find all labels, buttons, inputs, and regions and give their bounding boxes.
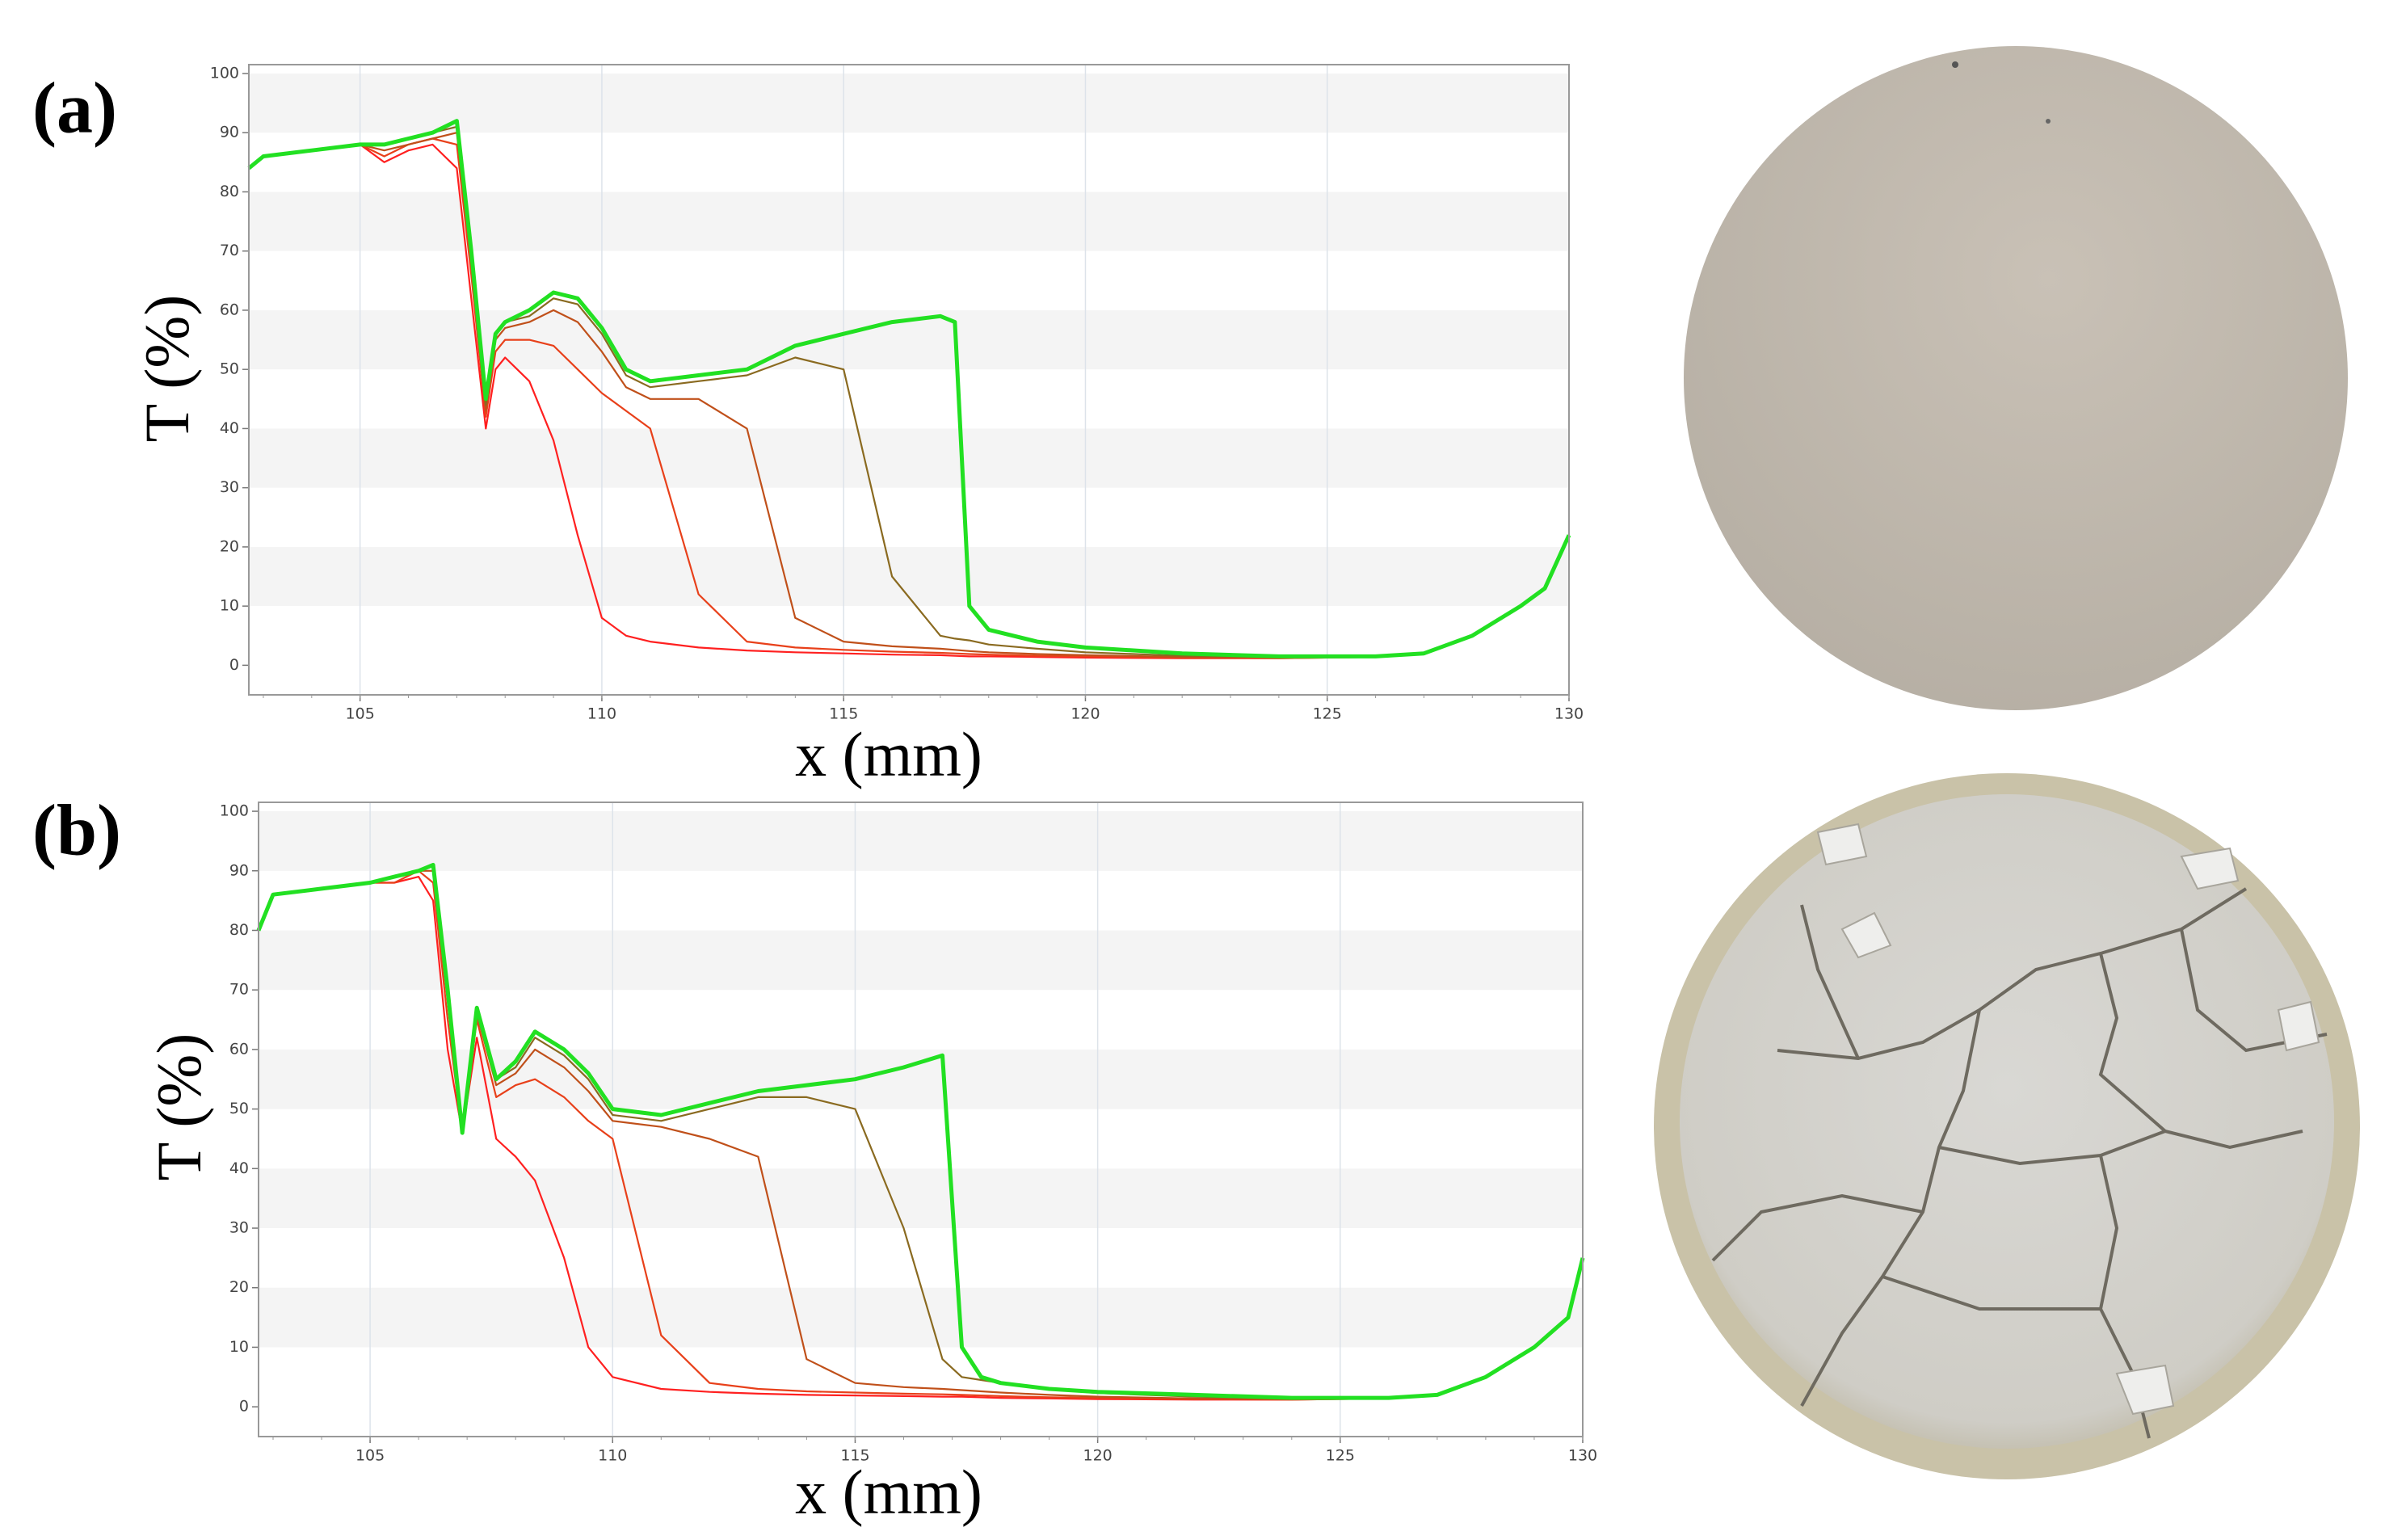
y-axis-label: T (%) bbox=[144, 1033, 214, 1181]
x-axis-label: x (mm) bbox=[795, 719, 982, 789]
panel-label: (b) bbox=[32, 791, 121, 871]
y-tick-label: 70 bbox=[229, 981, 249, 999]
y-tick-label: 40 bbox=[220, 419, 239, 437]
x-tick-label: 120 bbox=[1083, 1447, 1113, 1465]
y-tick-label: 30 bbox=[220, 478, 239, 496]
y-tick-label: 60 bbox=[229, 1040, 249, 1058]
x-tick-label: 105 bbox=[346, 705, 375, 723]
x-tick-label: 115 bbox=[829, 705, 858, 723]
grid-band bbox=[249, 428, 1569, 488]
y-tick-label: 100 bbox=[210, 64, 239, 82]
grid-band bbox=[259, 811, 1583, 871]
y-tick-label: 100 bbox=[220, 802, 249, 820]
x-tick-label: 120 bbox=[1071, 705, 1100, 723]
grid-band bbox=[259, 930, 1583, 991]
photo-smooth-sample bbox=[1684, 46, 2348, 710]
grid-band bbox=[249, 191, 1569, 251]
grid-band bbox=[259, 1168, 1583, 1229]
y-tick-label: 30 bbox=[229, 1219, 249, 1237]
y-tick-label: 0 bbox=[239, 1398, 249, 1416]
x-tick-label: 105 bbox=[355, 1447, 385, 1465]
grid-band bbox=[259, 1287, 1583, 1348]
x-tick-label: 130 bbox=[1568, 1447, 1597, 1465]
y-tick-label: 90 bbox=[220, 124, 239, 141]
y-tick-label: 70 bbox=[220, 242, 239, 259]
grid-band bbox=[249, 73, 1569, 133]
data-line bbox=[247, 119, 1571, 658]
chart-panel: 0 10 20 30 40 50 60 70 80 90 100 105 110 115 120 125 130… bbox=[32, 64, 1584, 789]
x-tick-label: 125 bbox=[1313, 705, 1342, 723]
y-tick-label: 50 bbox=[229, 1100, 249, 1117]
x-tick-label: 110 bbox=[587, 705, 616, 723]
x-tick-label: 130 bbox=[1554, 705, 1584, 723]
panel-label: (a) bbox=[32, 69, 117, 149]
y-tick-label: 90 bbox=[229, 861, 249, 879]
chart-panel: 0 10 20 30 40 50 60 70 80 90 100 105 110 115 120 125 130… bbox=[32, 791, 1597, 1527]
y-tick-label: 20 bbox=[220, 537, 239, 555]
y-axis-label: T (%) bbox=[132, 295, 202, 443]
y-tick-label: 10 bbox=[220, 597, 239, 615]
y-tick-label: 80 bbox=[229, 921, 249, 939]
grid-band bbox=[259, 1049, 1583, 1109]
data-line bbox=[256, 862, 1585, 1400]
x-axis-label: x (mm) bbox=[795, 1457, 982, 1527]
y-tick-label: 50 bbox=[220, 360, 239, 378]
x-tick-label: 125 bbox=[1326, 1447, 1355, 1465]
plot-frame bbox=[248, 64, 1570, 696]
photo-cracked-sample bbox=[1654, 773, 2360, 1479]
y-tick-label: 40 bbox=[229, 1159, 249, 1177]
x-tick-label: 110 bbox=[598, 1447, 627, 1465]
y-tick-label: 10 bbox=[229, 1338, 249, 1356]
y-tick-label: 60 bbox=[220, 301, 239, 318]
x-tick-label: 115 bbox=[840, 1447, 869, 1465]
plot-frame bbox=[258, 802, 1584, 1437]
y-tick-label: 0 bbox=[229, 656, 239, 674]
y-tick-label: 20 bbox=[229, 1278, 249, 1296]
y-tick-label: 80 bbox=[220, 183, 239, 200]
